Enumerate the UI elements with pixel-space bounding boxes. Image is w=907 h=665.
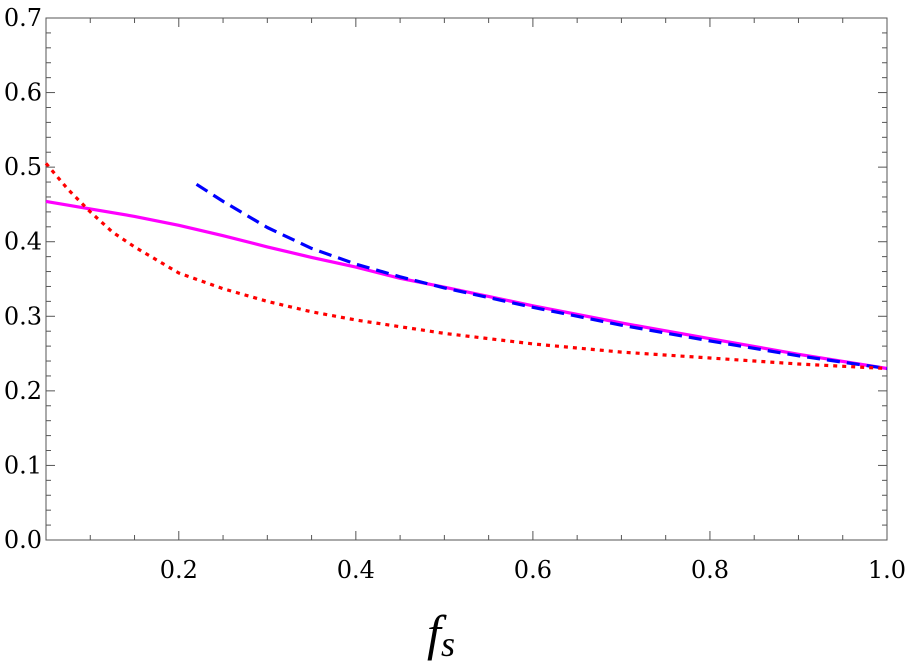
x-axis-title: fs [427, 605, 455, 664]
plot-frame [45, 17, 888, 541]
y-tick-label: 0.7 [4, 4, 42, 32]
y-tick-label: 0.5 [4, 153, 42, 181]
y-tick-label: 0.2 [4, 377, 42, 405]
series-layer [44, 162, 888, 371]
y-tick-label: 0.4 [4, 228, 42, 256]
y-tick-label: 0.1 [4, 451, 42, 479]
series-line-dotted [44, 162, 888, 371]
y-tick-label: 0.0 [4, 526, 42, 554]
series-line-solid [45, 199, 888, 371]
tick-layer: 0.0 0.1 0.2 0.3 0.4 0.5 0.6 0.7 0.2 0.4 0.6 0.8 1.0 [4, 4, 906, 584]
x-tick-label: 0.4 [337, 556, 375, 584]
x-tick-label: 0.8 [691, 556, 729, 584]
x-tick-label: 0.2 [160, 556, 198, 584]
x-tick-label: 0.6 [514, 556, 552, 584]
x-axis-title-subscript: s [441, 624, 455, 664]
series-line-dashed [195, 182, 888, 371]
x-tick-label: 1.0 [868, 556, 906, 584]
y-tick-label: 0.3 [4, 302, 42, 330]
plot-border [45, 17, 888, 541]
y-tick-label: 0.6 [4, 79, 42, 107]
